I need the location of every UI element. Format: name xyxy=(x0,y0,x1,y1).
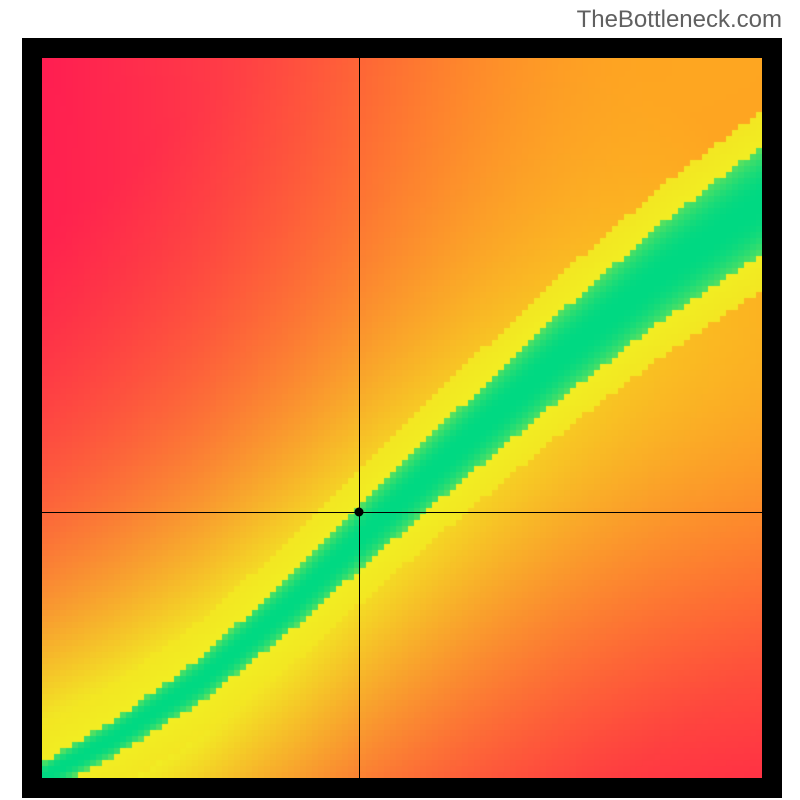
watermark-text: TheBottleneck.com xyxy=(577,6,782,34)
crosshair-vertical xyxy=(359,58,360,778)
heatmap-plot xyxy=(42,58,762,778)
heatmap-canvas xyxy=(42,58,762,778)
crosshair-point xyxy=(354,507,363,516)
crosshair-horizontal xyxy=(42,512,762,513)
